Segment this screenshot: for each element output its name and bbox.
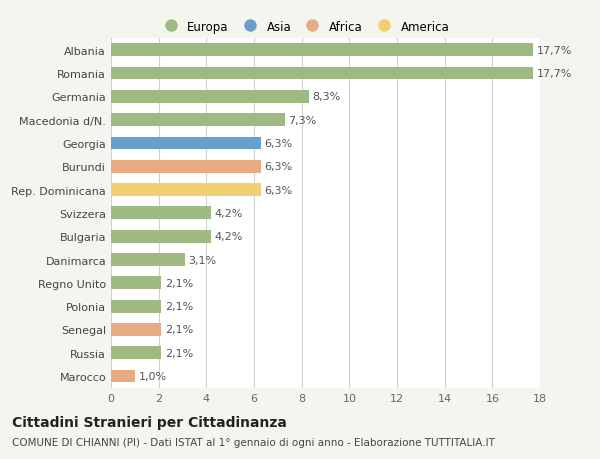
Bar — [111, 161, 261, 174]
Bar — [111, 207, 211, 220]
Text: 2,1%: 2,1% — [164, 325, 193, 335]
Bar — [111, 184, 261, 196]
Bar — [111, 91, 309, 104]
Bar — [111, 230, 211, 243]
Text: 3,1%: 3,1% — [188, 255, 217, 265]
Text: 8,3%: 8,3% — [313, 92, 341, 102]
Bar — [111, 323, 161, 336]
Bar — [111, 137, 261, 150]
Text: 17,7%: 17,7% — [536, 69, 572, 79]
Text: 2,1%: 2,1% — [164, 348, 193, 358]
Text: 4,2%: 4,2% — [215, 232, 243, 242]
Bar — [111, 44, 533, 57]
Bar — [111, 253, 185, 266]
Text: 6,3%: 6,3% — [265, 185, 293, 195]
Bar — [111, 300, 161, 313]
Legend: Europa, Asia, Africa, America: Europa, Asia, Africa, America — [155, 17, 453, 37]
Bar — [111, 347, 161, 359]
Text: 2,1%: 2,1% — [164, 278, 193, 288]
Text: COMUNE DI CHIANNI (PI) - Dati ISTAT al 1° gennaio di ogni anno - Elaborazione TU: COMUNE DI CHIANNI (PI) - Dati ISTAT al 1… — [12, 437, 495, 447]
Text: Cittadini Stranieri per Cittadinanza: Cittadini Stranieri per Cittadinanza — [12, 415, 287, 429]
Bar — [111, 67, 533, 80]
Text: 6,3%: 6,3% — [265, 162, 293, 172]
Bar — [111, 277, 161, 290]
Text: 6,3%: 6,3% — [265, 139, 293, 149]
Text: 2,1%: 2,1% — [164, 302, 193, 312]
Text: 7,3%: 7,3% — [289, 115, 317, 125]
Bar — [111, 114, 285, 127]
Text: 4,2%: 4,2% — [215, 208, 243, 218]
Text: 17,7%: 17,7% — [536, 45, 572, 56]
Text: 1,0%: 1,0% — [139, 371, 167, 381]
Bar — [111, 370, 135, 383]
